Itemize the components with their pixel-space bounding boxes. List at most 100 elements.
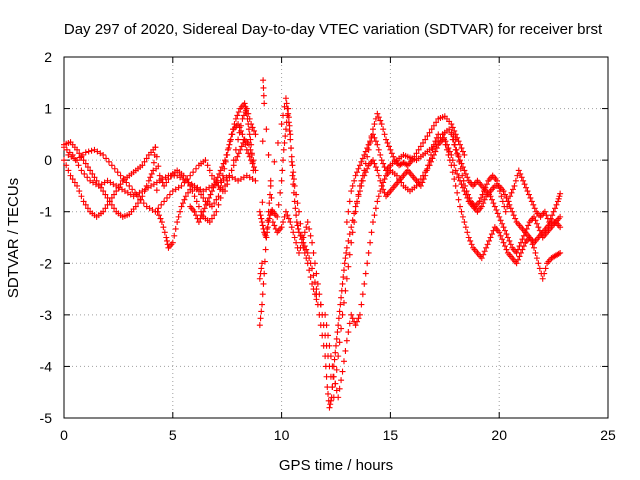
data-point	[387, 146, 394, 153]
data-point	[296, 229, 303, 236]
data-point	[141, 158, 148, 165]
data-point	[354, 200, 361, 207]
data-point	[268, 194, 275, 201]
data-point	[100, 208, 107, 215]
data-point	[372, 205, 379, 212]
data-point	[191, 193, 198, 200]
data-point	[267, 177, 274, 184]
data-point	[510, 212, 517, 219]
data-point	[497, 232, 504, 239]
data-point	[285, 110, 292, 117]
data-point	[461, 151, 468, 158]
data-point	[271, 158, 278, 165]
data-point	[100, 151, 107, 158]
data-point	[63, 146, 70, 153]
data-point	[67, 172, 74, 179]
data-point	[232, 146, 239, 153]
data-point	[335, 315, 342, 322]
data-point	[348, 188, 355, 195]
data-point	[446, 148, 453, 155]
data-point	[277, 189, 284, 196]
data-point	[240, 112, 247, 119]
data-point	[207, 191, 214, 198]
data-point	[195, 219, 202, 226]
data-point	[505, 198, 512, 205]
data-point	[226, 141, 233, 148]
series-track-13	[439, 131, 564, 246]
data-point	[206, 167, 213, 174]
data-point	[478, 255, 485, 262]
data-point	[187, 172, 194, 179]
data-point	[348, 311, 355, 318]
data-point	[203, 201, 210, 208]
data-point	[249, 160, 256, 167]
data-point	[219, 164, 226, 171]
data-point	[280, 157, 287, 164]
data-point	[361, 151, 368, 158]
data-point	[185, 189, 192, 196]
data-point	[230, 157, 237, 164]
data-point	[543, 212, 550, 219]
data-point	[222, 188, 229, 195]
data-point	[213, 208, 220, 215]
data-point	[282, 95, 289, 102]
data-point	[177, 208, 184, 215]
data-point	[140, 200, 147, 207]
data-point	[449, 124, 456, 131]
data-point	[280, 112, 287, 119]
data-point	[448, 131, 455, 138]
data-point	[113, 188, 120, 195]
data-point	[332, 380, 339, 387]
data-point	[352, 208, 359, 215]
data-point	[290, 169, 297, 176]
data-point	[448, 151, 455, 158]
data-point	[259, 301, 266, 308]
data-point	[513, 260, 520, 267]
data-point	[322, 311, 329, 318]
data-point	[340, 267, 347, 274]
data-point	[420, 172, 427, 179]
data-point	[557, 190, 564, 197]
data-point	[211, 181, 218, 188]
data-point	[439, 131, 446, 138]
data-point	[190, 169, 197, 176]
data-point	[309, 280, 316, 287]
data-point	[161, 229, 168, 236]
data-point	[333, 366, 340, 373]
data-point	[108, 194, 115, 201]
data-point	[454, 170, 461, 177]
data-point	[234, 153, 241, 160]
data-point	[227, 136, 234, 143]
data-point	[476, 198, 483, 205]
data-point	[455, 174, 462, 181]
series-track-15	[450, 136, 564, 226]
data-point	[482, 184, 489, 191]
data-point	[148, 170, 155, 177]
y-tick-label: -5	[40, 410, 53, 426]
data-point	[210, 184, 217, 191]
data-point	[520, 177, 527, 184]
data-point	[337, 301, 344, 308]
data-point	[377, 188, 384, 195]
data-point	[296, 208, 303, 215]
data-point	[465, 191, 472, 198]
data-point	[535, 260, 542, 267]
data-point	[352, 172, 359, 179]
data-point	[481, 196, 488, 203]
data-point	[378, 121, 385, 128]
data-point	[214, 174, 221, 181]
data-point	[108, 162, 115, 169]
data-point	[259, 222, 266, 229]
data-point	[340, 274, 347, 281]
data-point	[502, 227, 509, 234]
data-point	[516, 243, 523, 250]
data-point	[260, 84, 267, 91]
data-point	[346, 251, 353, 258]
data-point	[161, 198, 168, 205]
data-point	[329, 384, 336, 391]
series-track-16	[187, 121, 259, 226]
y-tick-label: 0	[44, 152, 52, 168]
data-point	[375, 146, 382, 153]
data-point	[525, 191, 532, 198]
data-point	[285, 215, 292, 222]
